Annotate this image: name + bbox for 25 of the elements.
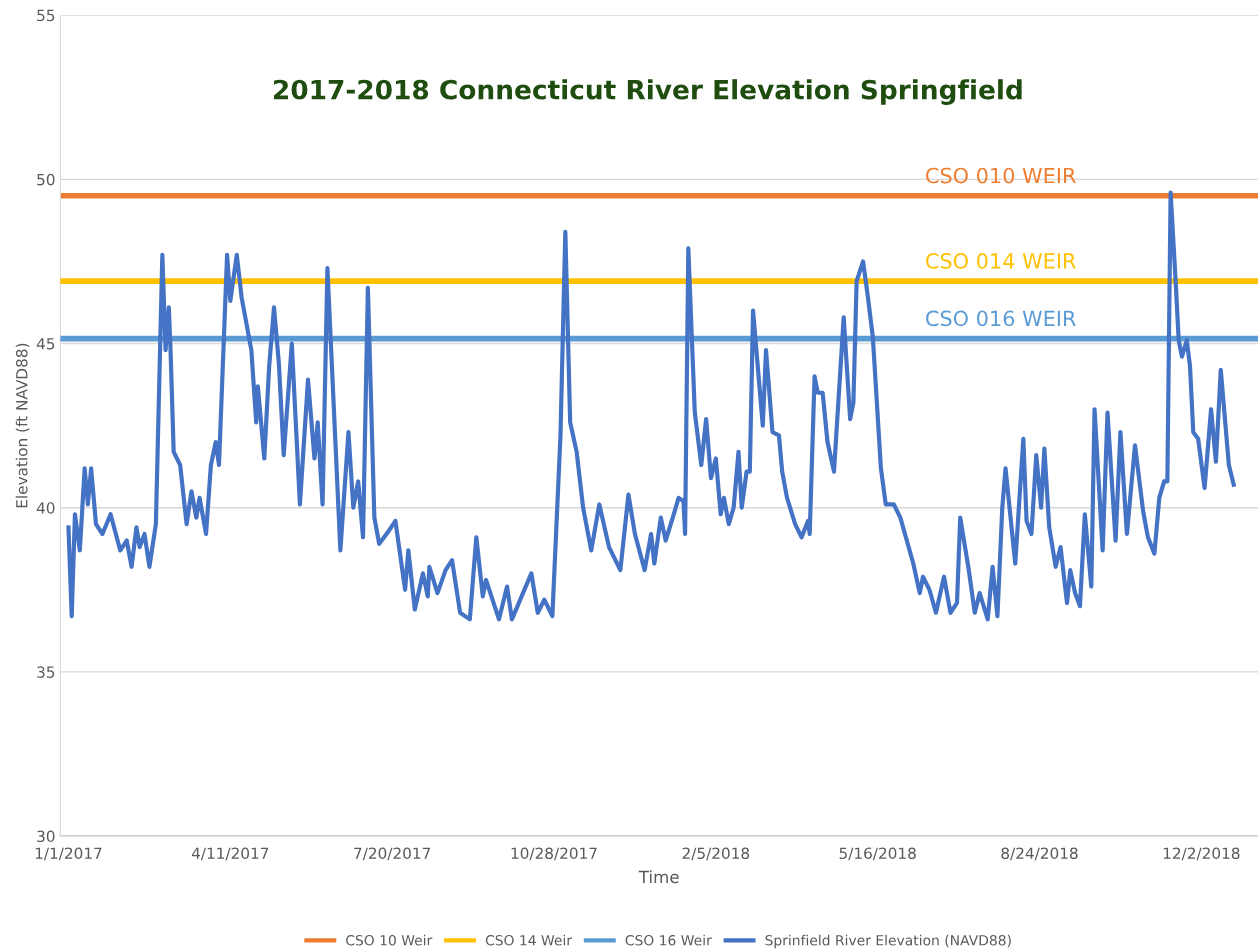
- x-tick-label: 2/5/2018: [682, 847, 750, 861]
- y-tick-label: 35: [37, 666, 55, 678]
- y-tick-label: 40: [36, 502, 55, 514]
- y-axis-title: Elevation (ft NAVD88): [15, 343, 30, 508]
- annotation: CSO 014 WEIR: [926, 253, 1076, 269]
- y-tick-label: 45: [36, 338, 55, 350]
- y-tick-label: 55: [37, 9, 55, 22]
- annotation: CSO 016 WEIR: [926, 310, 1076, 327]
- x-axis-title: Time: [638, 870, 679, 884]
- legend-label: CSO 10 Weir: [346, 934, 433, 946]
- x-tick-label: 7/20/2017: [354, 847, 431, 861]
- text: 2017-2018 Connecticut River Elevation Springfield: [274, 79, 1022, 105]
- legend-label: Sprinfield River Elevation (NAVD88): [765, 934, 1011, 949]
- legend-label: CSO 16 Weir: [625, 934, 712, 946]
- line-series: [66, 190, 1236, 622]
- x-tick-label: 12/2/2018: [1163, 847, 1240, 861]
- y-tick-label: 50: [37, 173, 55, 186]
- x-tick-label: 4/11/2017: [191, 847, 269, 861]
- x-tick-label: 10/28/2017: [511, 847, 597, 861]
- annotation: CSO 010 WEIR: [926, 167, 1076, 184]
- legend-label: CSO 14 Weir: [485, 934, 573, 946]
- x-tick-label: 8/24/2018: [1001, 847, 1078, 861]
- y-tick-label: 30: [37, 830, 55, 843]
- x-tick-label: 1/1/2017: [35, 847, 102, 861]
- x-tick-label: 5/16/2018: [839, 847, 916, 861]
